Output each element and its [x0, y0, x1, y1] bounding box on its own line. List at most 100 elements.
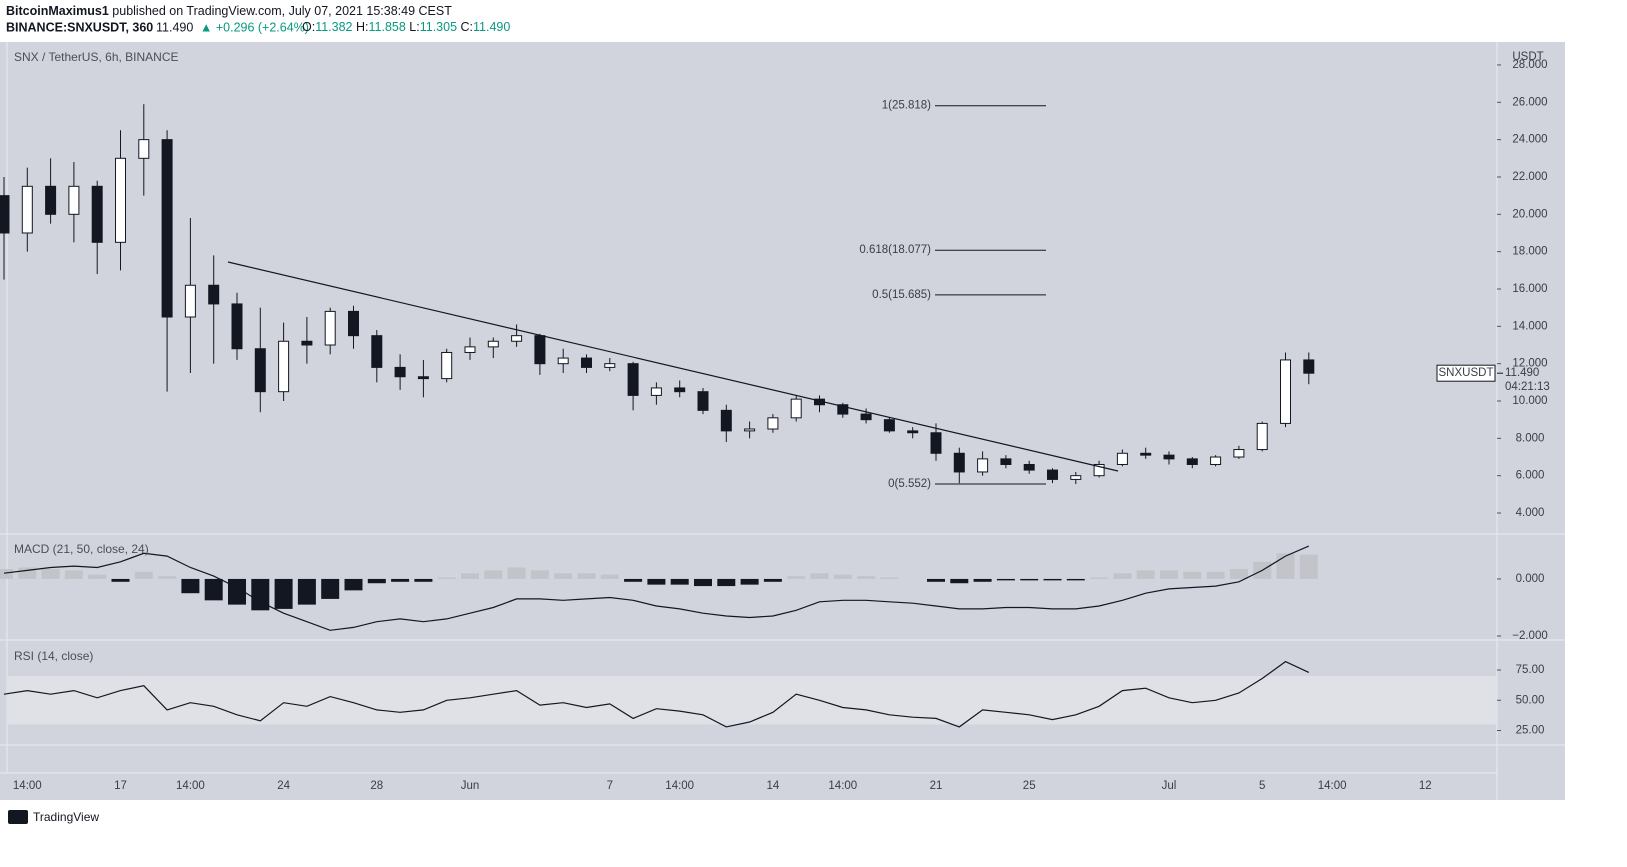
x-tick-label: 14 [767, 780, 780, 792]
histogram-bar [880, 577, 899, 579]
candle-body [231, 303, 243, 350]
histogram-bar [857, 576, 876, 579]
fib-label: 0(5.552) [888, 478, 931, 490]
histogram-bar [1299, 554, 1318, 579]
y-tick-label: 0.000 [1516, 573, 1545, 585]
candle-body [557, 357, 569, 365]
y-tick-label: 6.000 [1516, 470, 1545, 482]
histogram-bar [1229, 568, 1248, 579]
price-tag-box [1436, 364, 1496, 382]
candle-body [1093, 463, 1105, 477]
candle-body [21, 185, 33, 234]
candle-body [68, 185, 80, 215]
candle-body [1140, 452, 1152, 456]
candle-body [1047, 469, 1058, 480]
histogram-bar [624, 578, 643, 582]
histogram-bar [1090, 577, 1109, 579]
candle-body [115, 157, 126, 243]
histogram-bar [787, 576, 806, 579]
histogram-bar [297, 578, 316, 605]
candle-body [1186, 458, 1198, 465]
candle-body [348, 310, 359, 337]
candle-body [674, 387, 686, 393]
candle-body [977, 458, 989, 473]
candle-body [324, 310, 336, 346]
histogram-bar [1020, 578, 1039, 581]
histogram-bar [1113, 573, 1132, 579]
panel-title: RSI (14, close) [14, 649, 93, 663]
histogram-bar [461, 573, 479, 579]
brand: TradingView [33, 810, 99, 824]
candle-body [0, 195, 10, 234]
published: published on TradingView.com, July 07, 2… [112, 4, 452, 18]
histogram-bar [763, 578, 782, 582]
ohlc-value: 11.382 [315, 20, 352, 34]
candle-body [883, 419, 895, 432]
histogram-bar [507, 567, 526, 579]
histogram-bar [111, 578, 130, 582]
candle-body [604, 363, 616, 368]
candle-body [394, 366, 406, 378]
rsi-band [8, 676, 1497, 725]
candle-body [1280, 359, 1291, 424]
histogram-bar [810, 573, 829, 579]
x-tick-label: 5 [1259, 780, 1265, 792]
x-tick-label: 25 [1023, 780, 1036, 792]
histogram-bar [367, 578, 386, 584]
candle-body [441, 351, 453, 380]
x-tick-label: 14:00 [665, 780, 694, 792]
candle-body [161, 139, 173, 318]
histogram-bar [251, 578, 270, 611]
histogram-bar [181, 578, 200, 594]
candle-body [208, 284, 220, 305]
candle-body [371, 335, 383, 368]
histogram-bar [740, 578, 759, 585]
candle-body [837, 404, 849, 415]
histogram-bar [158, 576, 177, 579]
histogram-bar [530, 570, 549, 579]
histogram-bar [927, 578, 945, 582]
panel-title: SNX / TetherUS, 6h, BINANCE [14, 50, 179, 64]
x-tick-label: Jun [461, 780, 480, 792]
symbol: BINANCE:SNXUSDT, 360 [6, 20, 153, 34]
histogram-bar [204, 578, 223, 601]
ohlc-label: H: [356, 20, 369, 34]
y-tick-label: 22.000 [1512, 171, 1547, 183]
x-tick-label: 14:00 [176, 780, 205, 792]
candle-body [278, 340, 290, 393]
candle-body [930, 432, 942, 454]
change: ▲ +0.296 (+2.64%) [200, 20, 309, 34]
candle-body [1210, 456, 1222, 465]
histogram-bar [950, 578, 969, 584]
histogram-bar [414, 578, 433, 582]
x-tick-label: Jul [1162, 780, 1177, 792]
ohlc-label: O: [302, 20, 315, 34]
fib-label: 0.618(18.077) [859, 244, 931, 256]
y-tick-label: 10.000 [1512, 395, 1547, 407]
histogram-bar [1136, 570, 1155, 579]
candle-body [511, 335, 523, 342]
candle-body [417, 376, 429, 380]
y-tick-label: 26.000 [1512, 96, 1547, 108]
candle-body [254, 348, 266, 393]
panel-title: MACD (21, 50, close, 24) [14, 542, 149, 556]
histogram-bar [670, 578, 689, 585]
candle-body [534, 335, 546, 365]
y-tick-label: 50.00 [1516, 694, 1545, 706]
histogram-bar [973, 578, 992, 582]
histogram-bar [1066, 578, 1085, 581]
candle-body [627, 363, 639, 396]
y-tick-label: 20.000 [1512, 208, 1547, 220]
candle-body [1000, 458, 1012, 465]
y-tick-label: 16.000 [1512, 283, 1547, 295]
histogram-bar [554, 573, 573, 579]
ohlc: O:11.382 H:11.858 L:11.305 C:11.490 [302, 20, 510, 34]
ohlc-value: 11.305 [420, 20, 457, 34]
y-tick-label: 28.000 [1512, 59, 1547, 71]
candle-body [1116, 452, 1128, 465]
candle-body [1023, 463, 1035, 471]
candle-body [790, 398, 802, 419]
candle-body [1233, 449, 1245, 458]
y-tick-label: 24.000 [1512, 134, 1547, 146]
